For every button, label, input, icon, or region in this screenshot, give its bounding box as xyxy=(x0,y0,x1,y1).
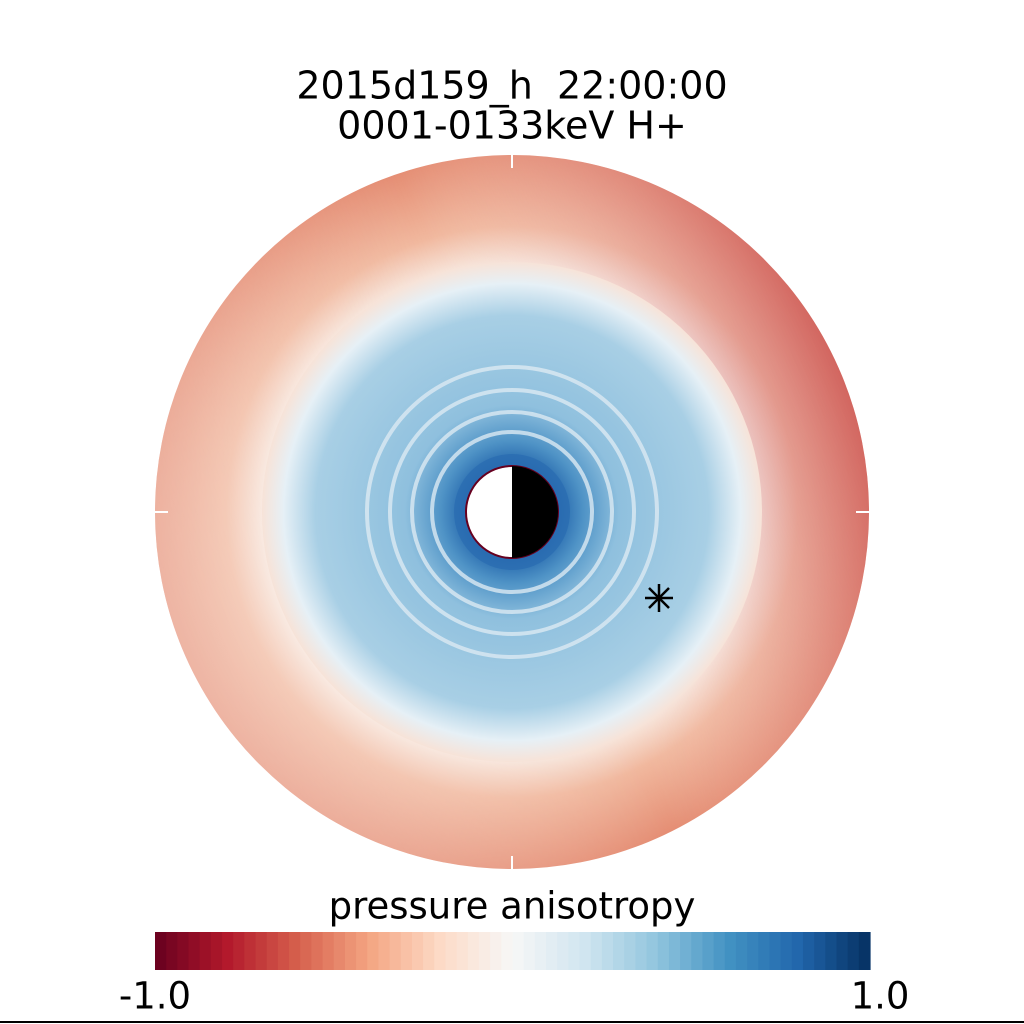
colorbar-segment xyxy=(657,932,670,970)
polar-field xyxy=(155,155,869,869)
colorbar-label: pressure anisotropy xyxy=(329,885,696,928)
colorbar-segment xyxy=(858,932,871,970)
colorbar-segment xyxy=(445,932,458,970)
colorbar-segment xyxy=(601,932,614,970)
title-line: 0001-0133keV H+ xyxy=(337,104,687,148)
colorbar-segment xyxy=(233,932,245,970)
colorbar-segment xyxy=(702,932,715,970)
colorbar-segment xyxy=(847,932,860,970)
colorbar-segment xyxy=(255,932,268,970)
colorbar-segment xyxy=(713,932,726,970)
colorbar-segment xyxy=(769,932,782,970)
colorbar-segment xyxy=(166,932,178,970)
colorbar-segment xyxy=(300,932,313,970)
colorbar-segment xyxy=(277,932,290,970)
colorbar-segment xyxy=(668,932,681,970)
colorbar-segment xyxy=(266,932,279,970)
colorbar-segment xyxy=(467,932,480,970)
colorbar-segment xyxy=(367,932,380,970)
colorbar-segment xyxy=(411,932,424,970)
colorbar: -1.0 1.0 xyxy=(119,932,910,1018)
colorbar-segment xyxy=(568,932,581,970)
colorbar-segment xyxy=(802,932,815,970)
colorbar-segment xyxy=(199,932,212,970)
colorbar-segment xyxy=(155,932,167,970)
title-line: 2015d159_h 22:00:00 xyxy=(296,64,727,108)
colorbar-segment xyxy=(724,932,737,970)
colorbar-segment xyxy=(478,932,491,970)
colorbar-segment xyxy=(680,932,692,970)
colorbar-segment xyxy=(501,932,514,970)
colorbar-segment xyxy=(523,932,536,970)
colorbar-segment xyxy=(512,932,525,970)
colorbar-segment xyxy=(423,932,435,970)
colorbar-segment xyxy=(747,932,759,970)
colorbar-segment xyxy=(400,932,413,970)
colorbar-segment xyxy=(814,932,826,970)
colorbar-segment xyxy=(344,932,357,970)
colorbar-segment xyxy=(322,932,335,970)
colorbar-segment xyxy=(758,932,771,970)
colorbar-tick-label: -1.0 xyxy=(119,975,191,1018)
colorbar-segment xyxy=(546,932,558,970)
colorbar-segment xyxy=(389,932,402,970)
colorbar-tick-label: 1.0 xyxy=(851,975,910,1018)
colorbar-segment xyxy=(646,932,659,970)
colorbar-segment xyxy=(780,932,793,970)
colorbar-segment xyxy=(557,932,569,970)
colorbar-segment xyxy=(177,932,190,970)
colorbar-segment xyxy=(244,932,257,970)
colorbar-segment xyxy=(613,932,625,970)
colorbar-segment xyxy=(579,932,592,970)
colorbar-segment xyxy=(378,932,391,970)
colorbar-segment xyxy=(333,932,346,970)
colorbar-segment xyxy=(735,932,748,970)
colorbar-segment xyxy=(490,932,502,970)
colorbar-segment xyxy=(188,932,201,970)
colorbar-segment xyxy=(434,932,447,970)
colorbar-segment xyxy=(590,932,603,970)
colorbar-segment xyxy=(356,932,368,970)
colorbar-segment xyxy=(635,932,648,970)
colorbar-segment xyxy=(691,932,704,970)
colorbar-segment xyxy=(534,932,547,970)
colorbar-segment xyxy=(222,932,234,970)
colorbar-segment xyxy=(210,932,223,970)
colorbar-segment xyxy=(836,932,849,970)
colorbar-segment xyxy=(311,932,324,970)
colorbar-segment xyxy=(624,932,636,970)
colorbar-segment xyxy=(456,932,469,970)
colorbar-segment xyxy=(289,932,301,970)
colorbar-segment xyxy=(791,932,804,970)
colorbar-segment xyxy=(825,932,838,970)
